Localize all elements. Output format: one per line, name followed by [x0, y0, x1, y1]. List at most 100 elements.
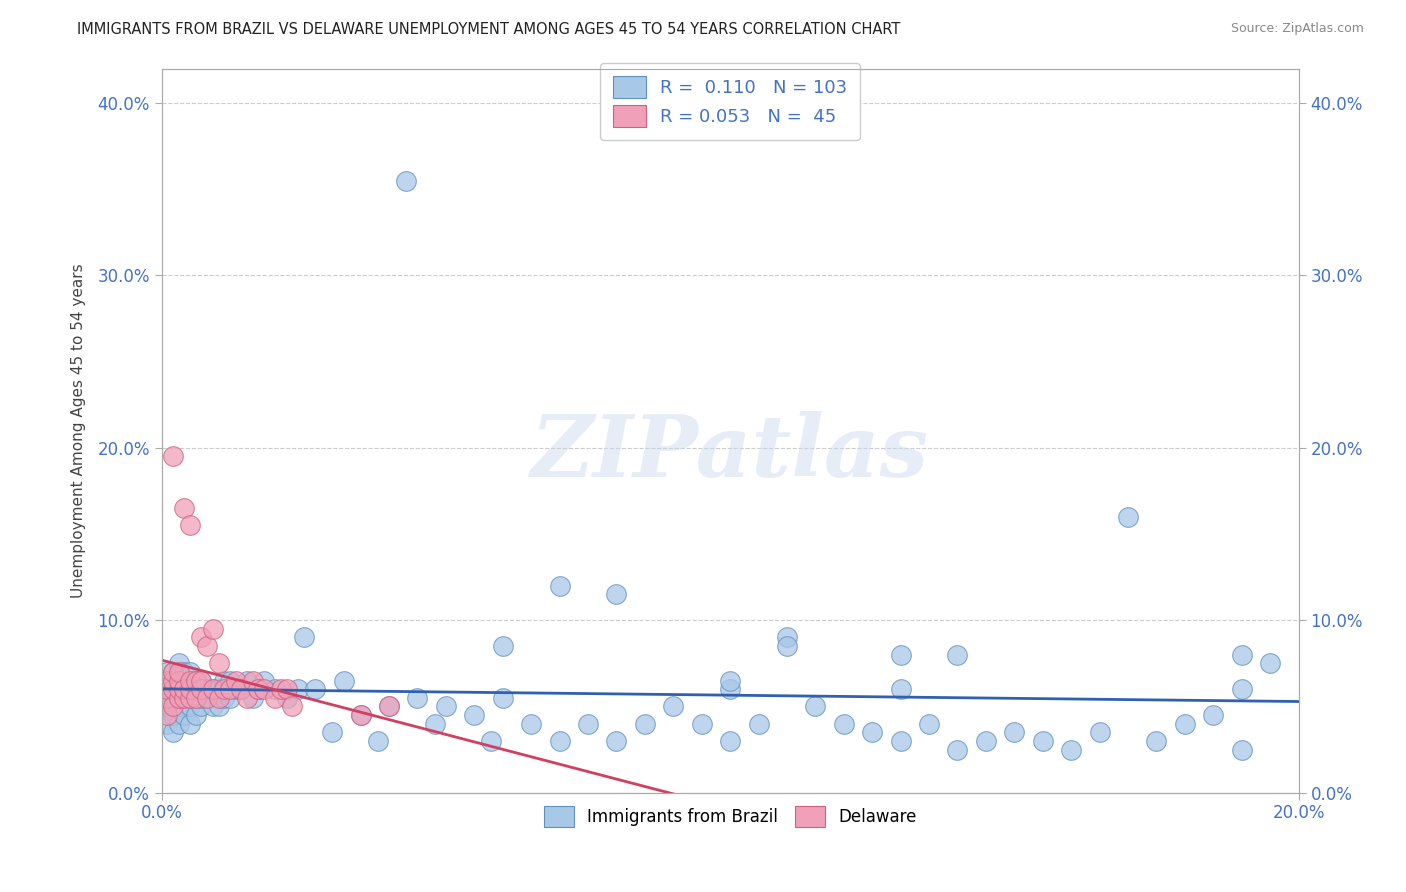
Point: [1230, 682, 1253, 697]
Point: [804, 699, 827, 714]
Point: [184, 708, 207, 723]
Point: [236, 690, 259, 705]
Point: [167, 665, 190, 679]
Point: [201, 622, 224, 636]
Point: [195, 639, 218, 653]
Point: [281, 699, 304, 714]
Point: [173, 501, 195, 516]
Text: Source: ZipAtlas.com: Source: ZipAtlas.com: [1230, 22, 1364, 36]
Point: [179, 665, 201, 679]
Point: [520, 716, 543, 731]
Point: [156, 699, 179, 714]
Point: [162, 682, 184, 697]
Point: [718, 682, 741, 697]
Point: [270, 682, 292, 697]
Point: [236, 673, 259, 688]
Point: [332, 673, 354, 688]
Point: [276, 682, 298, 697]
Point: [406, 690, 429, 705]
Legend: Immigrants from Brazil, Delaware: Immigrants from Brazil, Delaware: [536, 798, 925, 835]
Point: [179, 690, 201, 705]
Point: [179, 682, 201, 697]
Point: [162, 665, 184, 679]
Point: [156, 690, 179, 705]
Point: [162, 673, 184, 688]
Point: [231, 682, 253, 697]
Point: [218, 690, 240, 705]
Point: [225, 682, 247, 697]
Point: [162, 708, 184, 723]
Point: [946, 742, 969, 756]
Point: [776, 639, 799, 653]
Point: [162, 665, 184, 679]
Point: [395, 173, 418, 187]
Point: [690, 716, 713, 731]
Point: [184, 690, 207, 705]
Point: [162, 725, 184, 739]
Point: [287, 682, 309, 697]
Point: [195, 690, 218, 705]
Point: [162, 690, 184, 705]
Point: [292, 631, 315, 645]
Point: [264, 690, 287, 705]
Point: [605, 734, 627, 748]
Point: [167, 690, 190, 705]
Point: [605, 587, 627, 601]
Point: [1174, 716, 1197, 731]
Point: [207, 699, 229, 714]
Point: [1032, 734, 1054, 748]
Point: [634, 716, 657, 731]
Point: [207, 682, 229, 697]
Point: [167, 716, 190, 731]
Point: [212, 690, 235, 705]
Point: [184, 673, 207, 688]
Point: [253, 682, 276, 697]
Point: [918, 716, 941, 731]
Point: [492, 690, 515, 705]
Point: [156, 708, 179, 723]
Point: [1230, 742, 1253, 756]
Point: [156, 716, 179, 731]
Point: [195, 690, 218, 705]
Point: [1116, 509, 1139, 524]
Point: [378, 699, 401, 714]
Point: [832, 716, 855, 731]
Point: [242, 690, 264, 705]
Point: [218, 682, 240, 697]
Point: [548, 579, 571, 593]
Point: [184, 690, 207, 705]
Point: [173, 665, 195, 679]
Point: [173, 682, 195, 697]
Point: [247, 682, 270, 697]
Point: [167, 673, 190, 688]
Point: [1258, 657, 1281, 671]
Point: [179, 673, 201, 688]
Point: [247, 682, 270, 697]
Point: [190, 690, 212, 705]
Point: [207, 657, 229, 671]
Point: [242, 673, 264, 688]
Text: ZIPatlas: ZIPatlas: [531, 410, 929, 494]
Point: [201, 682, 224, 697]
Point: [890, 648, 912, 662]
Point: [179, 716, 201, 731]
Point: [1060, 742, 1083, 756]
Point: [190, 699, 212, 714]
Y-axis label: Unemployment Among Ages 45 to 54 years: Unemployment Among Ages 45 to 54 years: [72, 263, 86, 598]
Point: [434, 699, 457, 714]
Point: [173, 690, 195, 705]
Point: [1230, 648, 1253, 662]
Point: [207, 690, 229, 705]
Point: [946, 648, 969, 662]
Point: [718, 734, 741, 748]
Point: [156, 682, 179, 697]
Point: [1002, 725, 1025, 739]
Point: [167, 690, 190, 705]
Point: [776, 631, 799, 645]
Point: [162, 682, 184, 697]
Point: [576, 716, 599, 731]
Point: [167, 657, 190, 671]
Point: [162, 699, 184, 714]
Point: [423, 716, 446, 731]
Point: [367, 734, 389, 748]
